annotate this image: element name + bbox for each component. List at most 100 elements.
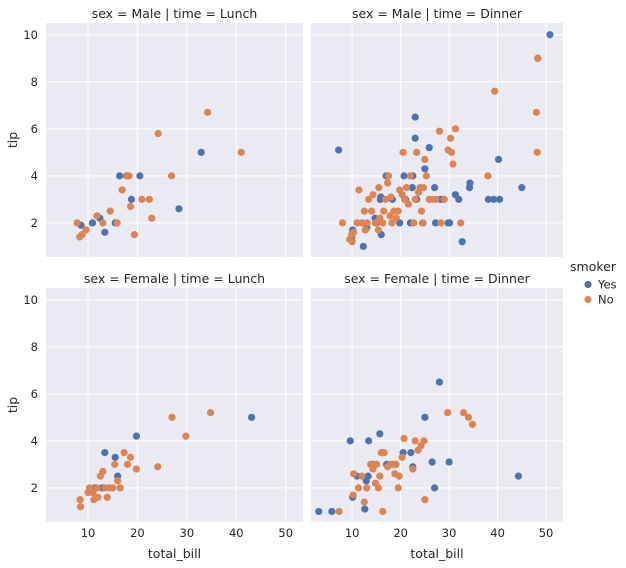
data-point-yes [428, 458, 436, 466]
data-point-no [350, 470, 358, 478]
data-point-no [78, 231, 86, 239]
data-point-no [446, 134, 455, 142]
data-point-yes [490, 195, 498, 203]
facet-panel-1: sex = Male | time = Dinner [311, 6, 563, 257]
data-point-no [379, 507, 387, 516]
data-point-no [365, 195, 373, 203]
data-point-no [355, 186, 363, 194]
data-point-no [120, 449, 128, 457]
data-point-no [491, 87, 499, 95]
data-point-no [444, 409, 452, 417]
legend-label-yes: Yes [597, 278, 617, 292]
facet-title: sex = Female | time = Dinner [344, 271, 530, 286]
data-point-no [392, 214, 400, 222]
data-point-yes [411, 113, 419, 121]
data-point-yes [546, 31, 554, 39]
data-point-no [422, 172, 430, 180]
facet-panel-2: sex = Female | time = Lunch 2 4 6 8 10 tip 10 20… [5, 271, 303, 561]
data-point-yes [328, 507, 336, 516]
data-point-no [383, 179, 392, 187]
data-point-no [460, 409, 468, 417]
facet-title: sex = Female | time = Lunch [84, 271, 265, 286]
data-point-no [130, 231, 139, 239]
data-point-yes [364, 472, 372, 480]
data-point-yes [127, 195, 136, 203]
data-point-no [457, 219, 465, 227]
data-point-no [420, 437, 428, 445]
data-point-no [116, 484, 124, 492]
data-point-no [154, 129, 162, 138]
data-point-no [369, 191, 377, 199]
x-tick-label: 30 [442, 526, 457, 540]
data-point-no [237, 148, 245, 156]
y-tick-label: 4 [31, 434, 38, 448]
data-point-no [126, 453, 135, 461]
data-point-no [398, 453, 406, 461]
data-point-no [411, 195, 419, 203]
data-point-no [532, 108, 540, 116]
data-point-yes [518, 184, 526, 192]
data-point-no [360, 207, 368, 215]
y-tick-label: 4 [31, 169, 38, 183]
data-point-no [93, 212, 101, 220]
y-tick-label: 2 [31, 481, 38, 495]
y-tick-label: 10 [23, 28, 38, 42]
data-point-no [167, 172, 176, 180]
data-point-no [361, 226, 369, 234]
data-point-no [99, 219, 107, 227]
data-point-no [338, 219, 347, 227]
data-point-yes [455, 195, 463, 203]
data-point-yes [445, 458, 453, 466]
legend-title: smoker [570, 259, 617, 274]
data-point-no [76, 496, 84, 504]
data-point-no [411, 437, 419, 445]
data-point-no [440, 195, 448, 203]
facet-title: sex = Male | time = Lunch [92, 6, 258, 21]
data-point-yes [430, 184, 439, 192]
x-tick-label: 50 [278, 526, 293, 540]
legend-marker-yes [584, 280, 592, 289]
data-point-yes [514, 472, 523, 480]
data-point-no [404, 200, 413, 208]
data-point-yes [425, 144, 433, 152]
x-tick-label: 10 [345, 526, 360, 540]
data-point-yes [88, 219, 97, 227]
data-point-no [138, 195, 146, 203]
y-tick-label: 8 [31, 340, 38, 354]
data-point-no [400, 434, 408, 443]
data-point-no [418, 219, 427, 227]
data-point-no [395, 472, 403, 480]
data-point-no [125, 172, 133, 180]
data-point-no [358, 472, 366, 480]
data-point-no [432, 195, 440, 203]
data-point-no [419, 184, 428, 192]
x-axis-label: total_bill [148, 546, 201, 561]
x-tick-label: 40 [229, 526, 244, 540]
data-point-yes [175, 205, 183, 213]
data-point-no [367, 207, 376, 215]
data-point-no [484, 172, 492, 180]
data-point-no [449, 160, 457, 168]
data-point-no [451, 125, 460, 133]
data-point-yes [335, 146, 343, 154]
data-point-no [89, 489, 97, 497]
data-point-no [354, 484, 363, 492]
data-point-yes [494, 155, 503, 164]
data-point-yes [407, 449, 415, 457]
data-point-yes [361, 505, 369, 513]
data-point-no [358, 219, 366, 227]
data-point-yes [435, 378, 444, 386]
data-point-no [533, 148, 541, 156]
data-point-no [399, 148, 407, 156]
data-point-yes [101, 228, 109, 236]
data-point-no [410, 219, 418, 227]
data-point-no [145, 195, 153, 203]
data-point-no [106, 207, 114, 215]
data-point-no [375, 184, 383, 192]
x-tick-label: 30 [180, 526, 195, 540]
data-point-no [534, 54, 542, 62]
data-point-yes [136, 172, 144, 180]
data-point-no [384, 172, 393, 180]
data-point-yes [111, 453, 119, 461]
x-tick-label: 20 [393, 526, 408, 540]
